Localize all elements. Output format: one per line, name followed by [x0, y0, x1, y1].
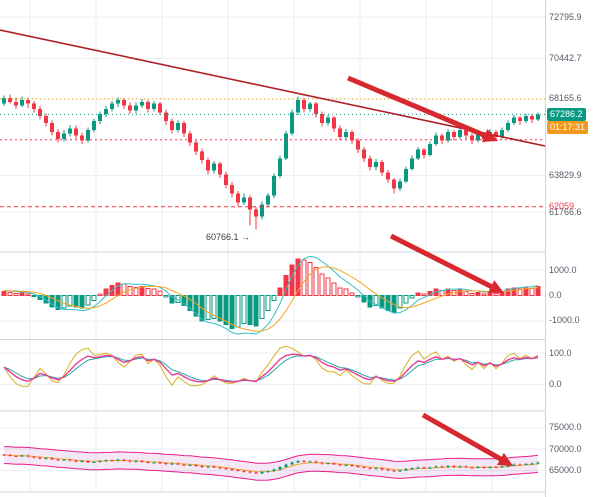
stoch-j-line [3, 345, 539, 387]
last-price-badge: 67286.2 [547, 107, 586, 121]
price-axis-label: 72795.9 [549, 11, 582, 22]
arrow-head [488, 280, 504, 293]
arrow-head [482, 129, 498, 142]
price-panel: 60766.1 → [0, 16, 546, 242]
macd-panel [0, 255, 545, 335]
countdown-badge: 01:17:31 [547, 120, 589, 134]
price-callout-label: 60766.1 → [206, 232, 250, 242]
stoch-panel [0, 345, 545, 387]
price-axis-label: 70442.7 [549, 53, 582, 64]
price-axis-label: 0.0 [549, 290, 562, 300]
price-axis-label: 68165.6 [549, 93, 582, 104]
arrow-shaft[interactable] [421, 412, 506, 464]
lower-band-line [3, 463, 539, 481]
price-panel-gridlines [0, 16, 545, 213]
price-axis-label: 0.0 [549, 378, 562, 389]
candles-layer [2, 94, 540, 230]
macd-signal-line [3, 266, 539, 332]
macd-line [3, 255, 539, 335]
bands-panel [0, 427, 545, 481]
mini-candles-layer [2, 453, 540, 475]
price-axis-label: 75000.0 [549, 422, 582, 433]
stoch-panel-gridlines [0, 352, 545, 385]
arrow-head [497, 452, 513, 466]
price-axis-label: 65000.0 [549, 464, 582, 475]
arrow-shaft[interactable] [389, 233, 497, 291]
trendline-drawing[interactable] [0, 29, 546, 147]
arrow-shaft[interactable] [347, 75, 490, 140]
price-axis-label: 61766.6 [549, 206, 582, 217]
price-axis-label: 70000.0 [549, 443, 582, 454]
vertical-gridlines [29, 0, 493, 492]
price-axis[interactable]: 72795.9 70442.7 68165.6 67286.2 01:17:31 6382… [546, 0, 600, 497]
upper-band-line [3, 446, 539, 464]
macd-histogram [1, 258, 541, 329]
alert-price-label: 62059. [549, 201, 577, 212]
price-axis-label: -1000.0 [549, 315, 580, 326]
annotation-arrows[interactable] [347, 75, 513, 466]
stoch-k-line [3, 353, 539, 383]
envelope-band-fill [4, 446, 538, 481]
price-axis-label: 63829.9 [549, 170, 582, 180]
price-axis-label: 100.0 [549, 347, 572, 358]
price-axis-label: 1000.0 [549, 264, 577, 275]
